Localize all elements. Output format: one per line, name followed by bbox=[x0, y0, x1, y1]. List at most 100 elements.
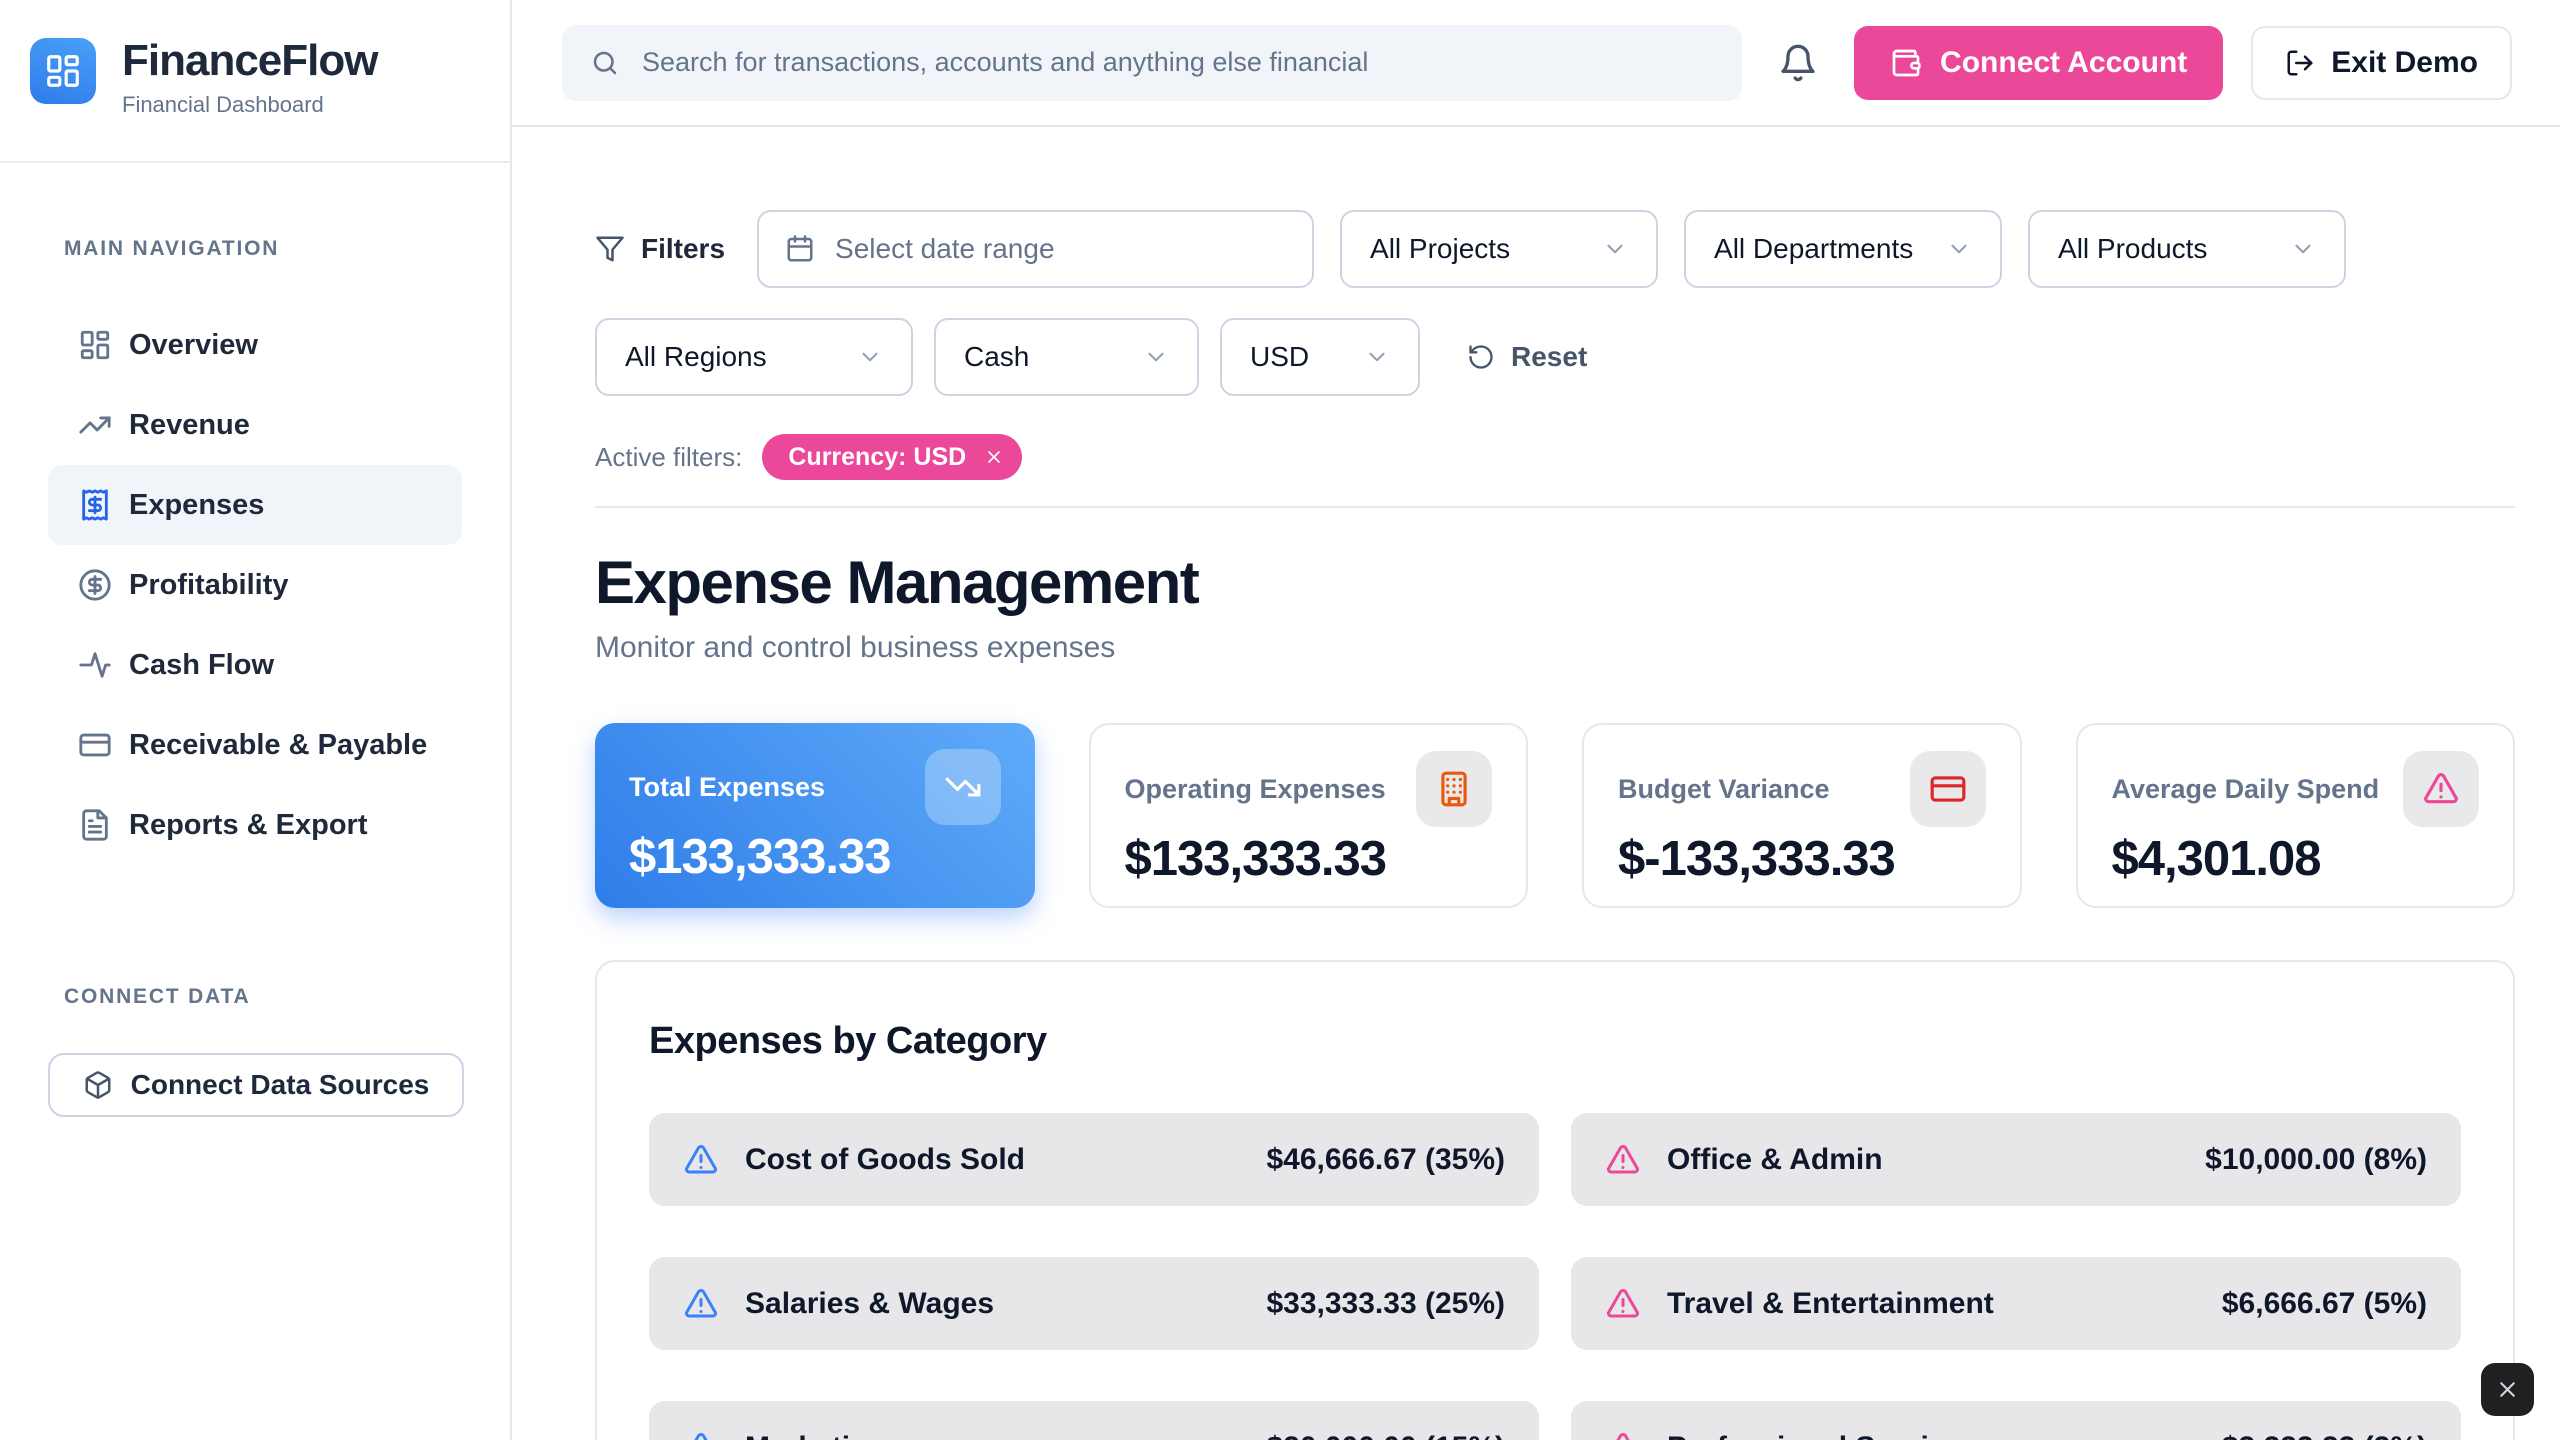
sidebar-nav-item[interactable]: Overview bbox=[48, 305, 462, 385]
nav-item-icon bbox=[78, 568, 112, 602]
nav-item-icon bbox=[78, 808, 112, 842]
sidebar-nav-item[interactable]: Profitability bbox=[48, 545, 462, 625]
category-value: $10,000.00 (8%) bbox=[2205, 1142, 2427, 1176]
panel-title: Expenses by Category bbox=[649, 1020, 1047, 1062]
sidebar: FinanceFlow Financial Dashboard MAIN NAV… bbox=[0, 0, 512, 1440]
stat-icon bbox=[1416, 751, 1492, 827]
connect-section-label: CONNECT DATA bbox=[64, 985, 251, 1008]
stat-label: Average Daily Spend bbox=[2111, 773, 2380, 804]
filter-select-value: All Products bbox=[2058, 233, 2208, 264]
nav-item-label: Revenue bbox=[129, 408, 250, 441]
nav-item-icon bbox=[78, 328, 112, 362]
app-subtitle: Financial Dashboard bbox=[122, 92, 324, 118]
category-row[interactable]: Marketing $20,000.00 (15%) bbox=[649, 1401, 1539, 1440]
sidebar-nav-item[interactable]: Reports & Export bbox=[48, 785, 462, 865]
app-logo-icon bbox=[30, 38, 96, 104]
category-row[interactable]: Travel & Entertainment $6,666.67 (5%) bbox=[1571, 1257, 2461, 1350]
category-list: Cost of Goods Sold $46,666.67 (35%) Sala… bbox=[649, 1113, 2461, 1440]
stat-icon bbox=[2403, 751, 2479, 827]
filters-row-2: All Regions Cash USD Reset bbox=[595, 318, 2515, 396]
search-box[interactable] bbox=[562, 24, 1742, 101]
sidebar-nav-item[interactable]: Cash Flow bbox=[48, 625, 462, 705]
top-bar: Connect Account Exit Demo bbox=[512, 0, 2560, 127]
page-title: Expense Management bbox=[595, 549, 1200, 616]
calendar-icon bbox=[785, 234, 815, 264]
category-row[interactable]: Professional Services $3,333.33 (3%) bbox=[1571, 1401, 2461, 1440]
brand: FinanceFlow Financial Dashboard bbox=[0, 0, 510, 163]
active-filters-row: Active filters: Currency: USD bbox=[595, 434, 2515, 480]
stat-card[interactable]: Operating Expenses $133,333.33 bbox=[1088, 723, 1528, 908]
alert-triangle-icon bbox=[683, 1142, 719, 1178]
search-icon bbox=[590, 48, 620, 78]
active-filter-badge[interactable]: Currency: USD bbox=[762, 434, 1023, 480]
nav-item-label: Cash Flow bbox=[129, 648, 275, 681]
filter-select[interactable]: USD bbox=[1220, 318, 1420, 396]
stat-label: Budget Variance bbox=[1618, 773, 1830, 804]
nav-item-label: Overview bbox=[129, 328, 258, 361]
chevron-down-icon bbox=[857, 344, 883, 370]
category-name: Cost of Goods Sold bbox=[745, 1142, 1025, 1176]
category-row[interactable]: Office & Admin $10,000.00 (8%) bbox=[1571, 1113, 2461, 1206]
category-name: Office & Admin bbox=[1667, 1142, 1883, 1176]
filter-select[interactable]: All Regions bbox=[595, 318, 913, 396]
filter-select[interactable]: All Departments bbox=[1684, 210, 2003, 288]
nav-item-icon bbox=[78, 648, 112, 682]
connect-account-button[interactable]: Connect Account bbox=[1854, 25, 2224, 100]
category-value: $20,000.00 (15%) bbox=[1266, 1431, 1505, 1440]
filter-select-value: Cash bbox=[964, 341, 1030, 372]
date-range-placeholder: Select date range bbox=[835, 233, 1055, 264]
category-row[interactable]: Salaries & Wages $33,333.33 (25%) bbox=[649, 1257, 1539, 1350]
category-name: Salaries & Wages bbox=[745, 1286, 995, 1320]
alert-triangle-icon bbox=[1605, 1286, 1641, 1322]
logout-icon bbox=[2285, 48, 2315, 78]
main-navigation: Overview Revenue Expenses Profitability … bbox=[48, 305, 462, 865]
app-title: FinanceFlow bbox=[122, 36, 378, 85]
section-divider bbox=[595, 506, 2515, 508]
stat-value: $4,301.08 bbox=[2111, 832, 2322, 886]
filter-selects-row2: All Regions Cash USD bbox=[595, 318, 1420, 396]
stat-icon bbox=[924, 749, 1001, 825]
alert-triangle-icon bbox=[1605, 1142, 1641, 1178]
stat-card[interactable]: Budget Variance $-133,333.33 bbox=[1582, 723, 2022, 908]
chevron-down-icon bbox=[1143, 344, 1169, 370]
close-widget-button[interactable] bbox=[2481, 1363, 2534, 1416]
chevron-down-icon bbox=[1602, 236, 1628, 262]
box-icon bbox=[83, 1070, 113, 1100]
wallet-icon bbox=[1890, 47, 1922, 79]
nav-item-label: Receivable & Payable bbox=[129, 728, 428, 761]
date-range-picker[interactable]: Select date range bbox=[757, 210, 1315, 288]
category-row[interactable]: Cost of Goods Sold $46,666.67 (35%) bbox=[649, 1113, 1539, 1206]
category-name: Marketing bbox=[745, 1431, 1240, 1440]
category-name: Travel & Entertainment bbox=[1667, 1286, 1994, 1320]
sidebar-nav-item[interactable]: Expenses bbox=[48, 465, 462, 545]
nav-item-label: Reports & Export bbox=[129, 808, 368, 841]
search-input[interactable] bbox=[642, 47, 1714, 78]
alert-triangle-icon bbox=[683, 1286, 719, 1322]
reset-filters-button[interactable]: Reset bbox=[1467, 341, 1587, 373]
exit-demo-button[interactable]: Exit Demo bbox=[2251, 25, 2512, 100]
filter-select[interactable]: All Products bbox=[2028, 210, 2347, 288]
expenses-by-category-panel: Expenses by Category Cost of Goods Sold … bbox=[595, 960, 2515, 1440]
connect-data-sources-button[interactable]: Connect Data Sources bbox=[48, 1053, 464, 1117]
filter-select[interactable]: All Projects bbox=[1340, 210, 1659, 288]
category-value: $46,666.67 (35%) bbox=[1266, 1142, 1505, 1176]
stat-value: $-133,333.33 bbox=[1618, 832, 1896, 886]
filter-selects-row1: All Projects All Departments All Product… bbox=[1340, 210, 2347, 288]
sidebar-nav-item[interactable]: Revenue bbox=[48, 385, 462, 465]
stat-label: Operating Expenses bbox=[1124, 773, 1386, 804]
alert-triangle-icon bbox=[1605, 1430, 1641, 1440]
filters-label: Filters bbox=[595, 233, 725, 265]
stat-icon bbox=[1909, 751, 1986, 827]
sidebar-nav-item[interactable]: Receivable & Payable bbox=[48, 705, 462, 785]
filter-select-value: All Regions bbox=[625, 341, 767, 372]
badge-close-icon[interactable] bbox=[984, 447, 1004, 467]
stat-card[interactable]: Average Daily Spend $4,301.08 bbox=[2075, 723, 2515, 908]
active-filters-label: Active filters: bbox=[595, 441, 743, 472]
filter-select[interactable]: Cash bbox=[934, 318, 1199, 396]
category-value: $6,666.67 (5%) bbox=[2221, 1286, 2427, 1320]
nav-item-icon bbox=[78, 488, 112, 522]
filters-row-1: Filters Select date range All Projects A… bbox=[595, 210, 2515, 288]
filter-select-value: USD bbox=[1250, 341, 1310, 372]
notifications-bell-icon[interactable] bbox=[1778, 43, 1818, 83]
stat-card[interactable]: Total Expenses $133,333.33 bbox=[595, 723, 1035, 908]
